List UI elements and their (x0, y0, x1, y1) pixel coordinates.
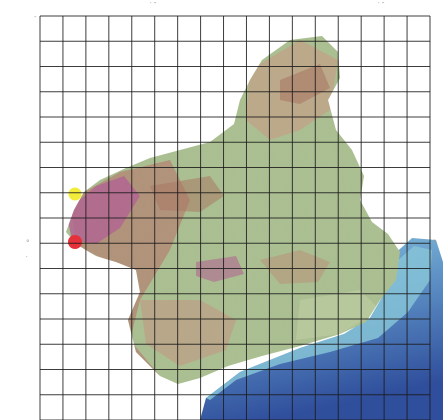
sea-area (200, 238, 443, 420)
edge-mark-right-lower: ′ (433, 255, 435, 263)
edge-mark-top-right: ′ ″ (378, 1, 385, 9)
edge-mark-left-upper: ° (26, 239, 30, 247)
edge-mark-top-center: ′ ″ (150, 1, 157, 9)
grid-lines (39, 15, 431, 420)
red-point-marker (68, 235, 82, 249)
edge-mark-top-left: - (34, 13, 37, 21)
sea-shallow-band (206, 246, 432, 400)
edge-mark-right-upper: ° (433, 239, 437, 247)
edge-mark-left-lower: ′ (26, 255, 28, 263)
yellow-point-marker (68, 187, 82, 201)
